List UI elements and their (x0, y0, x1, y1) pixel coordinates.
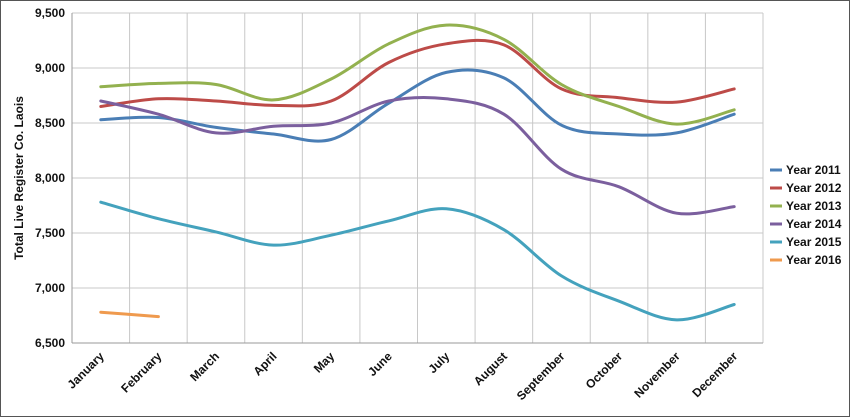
x-tick-label: September (514, 349, 568, 403)
series-line-year-2011 (99, 68, 736, 143)
y-tick-label: 6,500 (35, 336, 65, 350)
series-line-year-2015 (99, 200, 736, 322)
y-tick-label: 7,000 (35, 281, 65, 295)
x-tick-label: June (365, 349, 395, 379)
y-tick-label: 8,500 (35, 116, 65, 130)
legend-label-year-2012: Year 2012 (786, 181, 842, 195)
series-line-year-2016 (99, 310, 160, 319)
axes (71, 13, 763, 344)
y-tick-label: 8,000 (35, 171, 65, 185)
x-tick-label: November (631, 349, 683, 401)
y-tick-label: 7,500 (35, 226, 65, 240)
x-tick-label: December (689, 349, 740, 400)
legend: Year 2011 Year 2012 Year 2013 Year 2014 Year… (770, 163, 842, 267)
x-tick-label: April (250, 349, 279, 378)
legend-label-year-2015: Year 2015 (786, 235, 842, 249)
legend-label-year-2011: Year 2011 (786, 163, 841, 177)
y-axis-title: Total Live Register Co. Laois (12, 96, 26, 260)
legend-label-year-2014: Year 2014 (786, 217, 842, 231)
series-lines (99, 23, 736, 322)
x-tick-label: August (471, 349, 510, 388)
x-tick-label: October (583, 349, 626, 392)
series-line-year-2013 (99, 23, 736, 126)
y-tick-labels: 6,500 7,000 7,500 8,000 8,500 9,000 9,500 (35, 6, 65, 350)
x-tick-label: May (311, 349, 338, 376)
x-tick-label: March (187, 349, 222, 384)
x-tick-label: July (426, 349, 453, 376)
y-tick-label: 9,000 (35, 61, 65, 75)
gridlines (71, 12, 764, 344)
series-line-year-2014 (99, 95, 736, 216)
x-tick-label: February (118, 349, 164, 395)
x-tick-labels: January February March April May June July Augu… (64, 349, 740, 403)
legend-label-year-2013: Year 2013 (786, 199, 842, 213)
legend-label-year-2016: Year 2016 (786, 253, 842, 267)
x-tick-label: January (64, 349, 107, 392)
y-tick-label: 9,500 (35, 6, 65, 20)
series-line-year-2012 (99, 38, 736, 108)
